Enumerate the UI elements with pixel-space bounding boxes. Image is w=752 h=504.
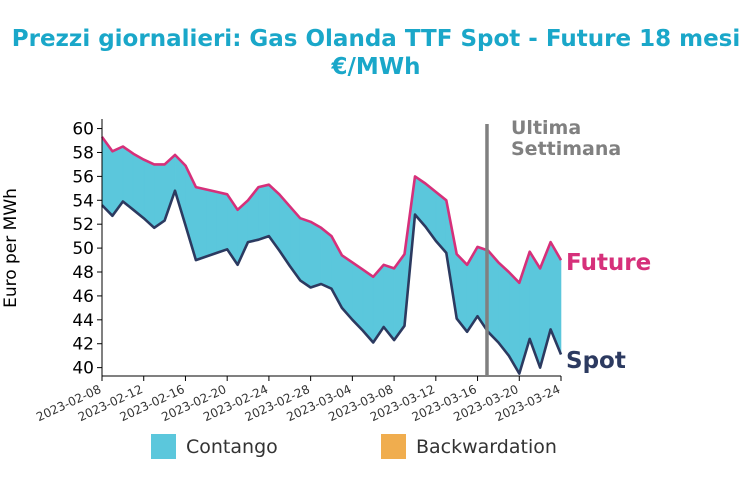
spread-area-segment (132, 153, 145, 219)
y-axis-label: Euro per MWh (1, 188, 21, 308)
series-label-spot: Spot (566, 348, 626, 374)
chart-subtitle: €/MWh (330, 54, 420, 80)
y-tick-label: 52 (72, 215, 94, 235)
y-tick-label: 54 (72, 191, 94, 211)
legend-swatch (151, 434, 176, 459)
spread-area-segment (310, 221, 322, 288)
legend-swatch (381, 434, 406, 459)
spread-area-segment (195, 186, 207, 261)
legend: Contango Backwardation (151, 434, 557, 459)
last-week-text: Settimana (511, 138, 621, 160)
last-week-text: Ultima (511, 117, 581, 139)
spread-area-segment (320, 227, 332, 290)
y-tick-label: 56 (72, 167, 94, 187)
y-tick-label: 58 (72, 143, 94, 163)
legend-label: Contango (186, 436, 278, 458)
y-tick-label: 46 (72, 287, 94, 307)
spread-area-segment (258, 184, 270, 241)
series-line-future (100, 136, 563, 285)
y-tick-label: 42 (72, 335, 94, 355)
spread-area-segment (153, 164, 165, 229)
spread-area-segment (143, 159, 155, 229)
spread-area-segment (206, 189, 218, 257)
spread-area-segment (487, 249, 499, 344)
y-tick-label: 50 (72, 239, 94, 259)
series-labels: Future Spot (566, 250, 651, 374)
chart-title: Prezzi giornalieri: Gas Olanda TTF Spot … (12, 26, 741, 52)
legend-label: Backwardation (416, 436, 557, 458)
spread-area-segment (122, 145, 134, 211)
spread-area-segment (299, 217, 311, 289)
series-lines (100, 136, 563, 375)
series-line-spot (101, 189, 563, 375)
series-label-future: Future (566, 250, 651, 276)
y-tick-label: 44 (72, 311, 94, 331)
y-tick-label: 48 (72, 263, 94, 283)
y-tick-label: 60 (72, 120, 94, 140)
spread-area-segment (216, 191, 228, 254)
spread-area-segment (498, 261, 510, 357)
spread-area-segment (226, 193, 238, 266)
y-tick-label: 40 (72, 359, 94, 379)
